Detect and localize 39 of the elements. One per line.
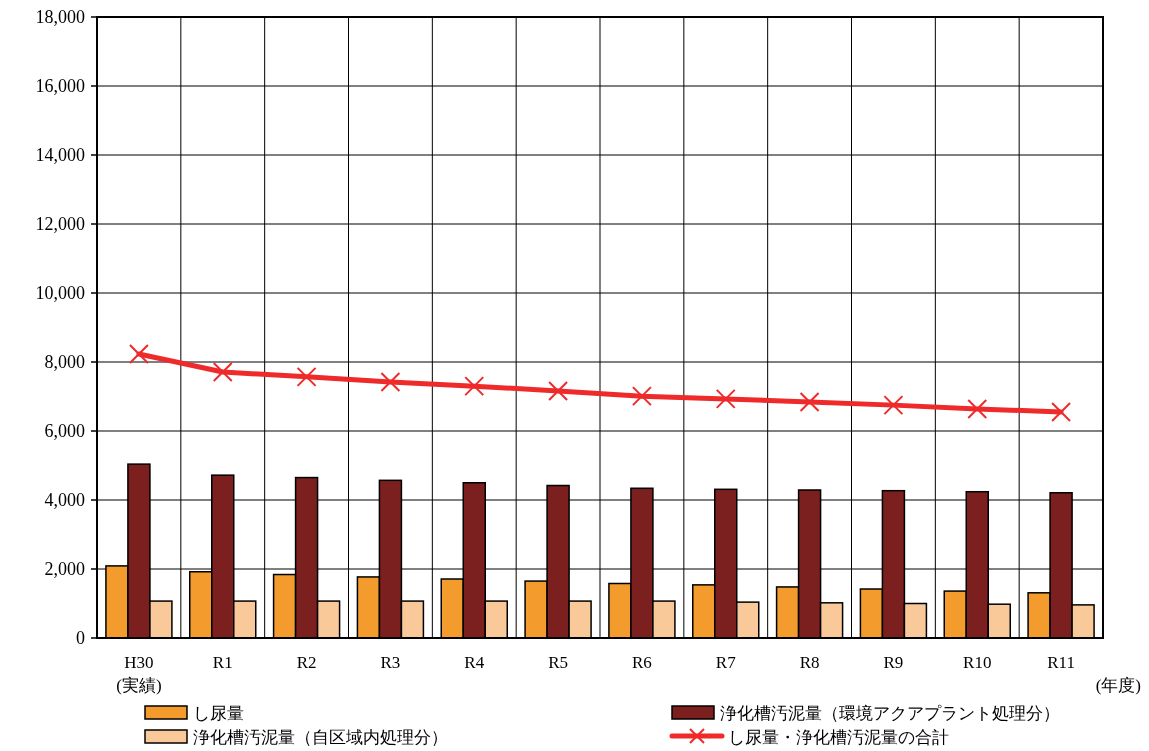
x-tick-label: H30 (実績) <box>116 653 162 695</box>
y-tick-label: 10,000 <box>35 283 85 303</box>
y-tick-label: 2,000 <box>44 559 85 579</box>
point <box>799 392 820 413</box>
point <box>380 372 401 393</box>
x-tick-label: R7 <box>715 653 737 672</box>
y-tick-label: 18,000 <box>35 7 85 27</box>
x-tick-label: R5 <box>548 653 569 672</box>
point <box>548 380 569 401</box>
y-tick-label: 8,000 <box>44 352 85 372</box>
x-tick-label: R4 <box>464 653 485 672</box>
point <box>212 362 233 383</box>
y-tick-label: 0 <box>76 628 85 648</box>
x-tick-label: R10 <box>963 653 992 672</box>
x-tick-label: R2 <box>296 653 317 672</box>
point <box>715 388 736 409</box>
x-tick-label: R1 <box>212 653 233 672</box>
x-tick-label: R3 <box>380 653 401 672</box>
legend-label: 浄化槽汚泥量（自区域内処理分） <box>193 728 448 747</box>
y-tick-label: 6,000 <box>44 421 85 441</box>
x-axis-title: (年度) <box>1095 676 1141 695</box>
y-tick-label: 4,000 <box>44 490 85 510</box>
y-tick-label: 14,000 <box>35 145 85 165</box>
point <box>631 386 652 407</box>
point <box>296 366 317 387</box>
legend-label: し尿量 <box>193 704 244 723</box>
point <box>464 376 485 397</box>
x-tick-label: R9 <box>883 653 904 672</box>
x-tick-label: R6 <box>631 653 652 672</box>
legend-label: 浄化槽汚泥量（環境アクアプラント処理分） <box>720 704 1060 723</box>
x-tick-label: R8 <box>799 653 820 672</box>
legend-label: し尿量・浄化槽汚泥量の合計 <box>728 728 949 747</box>
y-tick-label: 16,000 <box>35 76 85 96</box>
point <box>1051 402 1072 423</box>
point <box>128 344 149 365</box>
point <box>883 395 904 416</box>
x-tick-label: R11 <box>1047 653 1075 672</box>
y-tick-label: 12,000 <box>35 214 85 234</box>
point <box>967 398 988 419</box>
